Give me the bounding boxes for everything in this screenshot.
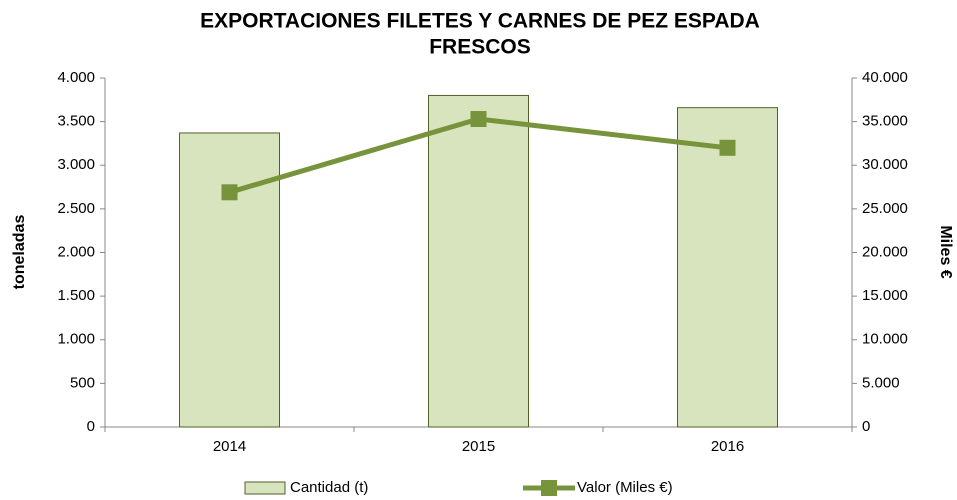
y-tick-label: 3.500 xyxy=(57,113,95,130)
chart-title: EXPORTACIONES FILETES Y CARNES DE PEZ ES… xyxy=(200,10,760,33)
bar xyxy=(677,107,778,428)
y2-tick-label: 0 xyxy=(862,418,870,435)
marker xyxy=(719,139,736,156)
chart-title: FRESCOS xyxy=(429,36,531,59)
y-tick-label: 500 xyxy=(70,374,95,391)
y-tick-label: 1.000 xyxy=(57,331,95,348)
y2-tick-label: 35.000 xyxy=(862,113,908,130)
bar xyxy=(428,94,529,428)
y-tick-label: 1.500 xyxy=(57,287,95,304)
y-tick-label: 2.000 xyxy=(57,243,95,260)
bar xyxy=(179,132,280,428)
y2-tick-label: 40.000 xyxy=(862,69,908,86)
x-tick-label: 2016 xyxy=(711,438,744,455)
y-axis-label: toneladas xyxy=(11,215,28,290)
legend-label: Valor (Miles €) xyxy=(577,479,673,496)
legend-label: Cantidad (t) xyxy=(290,479,368,496)
y2-tick-label: 5.000 xyxy=(862,374,900,391)
x-tick-label: 2015 xyxy=(462,438,495,455)
legend-swatch xyxy=(541,480,557,496)
marker xyxy=(470,111,487,128)
x-tick-label: 2014 xyxy=(213,438,246,455)
y2-tick-label: 25.000 xyxy=(862,200,908,217)
legend-swatch xyxy=(244,481,286,495)
y2-tick-label: 20.000 xyxy=(862,243,908,260)
y2-tick-label: 30.000 xyxy=(862,156,908,173)
y-tick-label: 4.000 xyxy=(57,69,95,86)
y-tick-label: 2.500 xyxy=(57,200,95,217)
y-tick-label: 3.000 xyxy=(57,156,95,173)
y2-tick-label: 10.000 xyxy=(862,331,908,348)
y2-tick-label: 15.000 xyxy=(862,287,908,304)
y-tick-label: 0 xyxy=(87,418,95,435)
y2-axis-label: Miles € xyxy=(937,225,954,278)
marker xyxy=(221,184,238,201)
